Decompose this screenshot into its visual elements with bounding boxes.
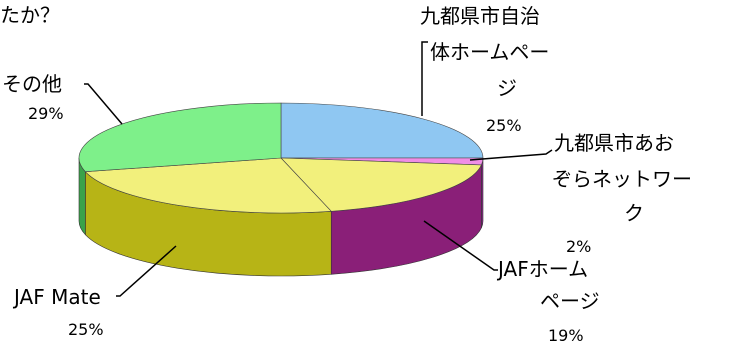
slice-percent-sonota: 29% xyxy=(28,104,64,123)
slice-percent-jaf-mate: 25% xyxy=(68,320,104,339)
slice-label-jaf-homepage-line-1: JAFホーム xyxy=(498,257,589,281)
slice-label-sonota: その他 xyxy=(2,72,62,96)
leader-line-jiichitai xyxy=(421,41,428,116)
question-fragment: たか？ xyxy=(0,3,60,27)
slice-percent-jiichitai: 25% xyxy=(486,116,522,135)
pie-slice-jaf-homepage xyxy=(280,157,482,212)
slice-percent-aozora: 2% xyxy=(566,237,592,256)
pie-slice-jaf-mate xyxy=(84,157,332,214)
slice-label-jiichitai-line-1: 九都県市自治 xyxy=(420,4,540,28)
pie-slice-jiichitai xyxy=(280,102,484,159)
slice-label-aozora-line-1: 九都県市あお xyxy=(554,131,674,155)
slice-label-aozora-line-2: ぞらネットワー xyxy=(552,167,692,191)
leader-line-aozora xyxy=(469,149,553,161)
slice-label-jiichitai-line-2: 体ホームペー xyxy=(430,40,550,64)
slice-label-aozora-line-3: ク xyxy=(624,201,644,225)
leader-line-jaf-homepage xyxy=(423,220,498,271)
leader-line-jaf-mate xyxy=(116,245,177,297)
slice-percent-jaf-homepage: 19% xyxy=(548,326,584,345)
slice-label-jiichitai-line-3: ジ xyxy=(497,76,517,100)
leader-line-sonota xyxy=(84,83,123,125)
slice-label-jaf-homepage-line-2: ページ xyxy=(540,289,600,313)
slice-label-jaf-mate: JAF Mate xyxy=(14,285,101,309)
